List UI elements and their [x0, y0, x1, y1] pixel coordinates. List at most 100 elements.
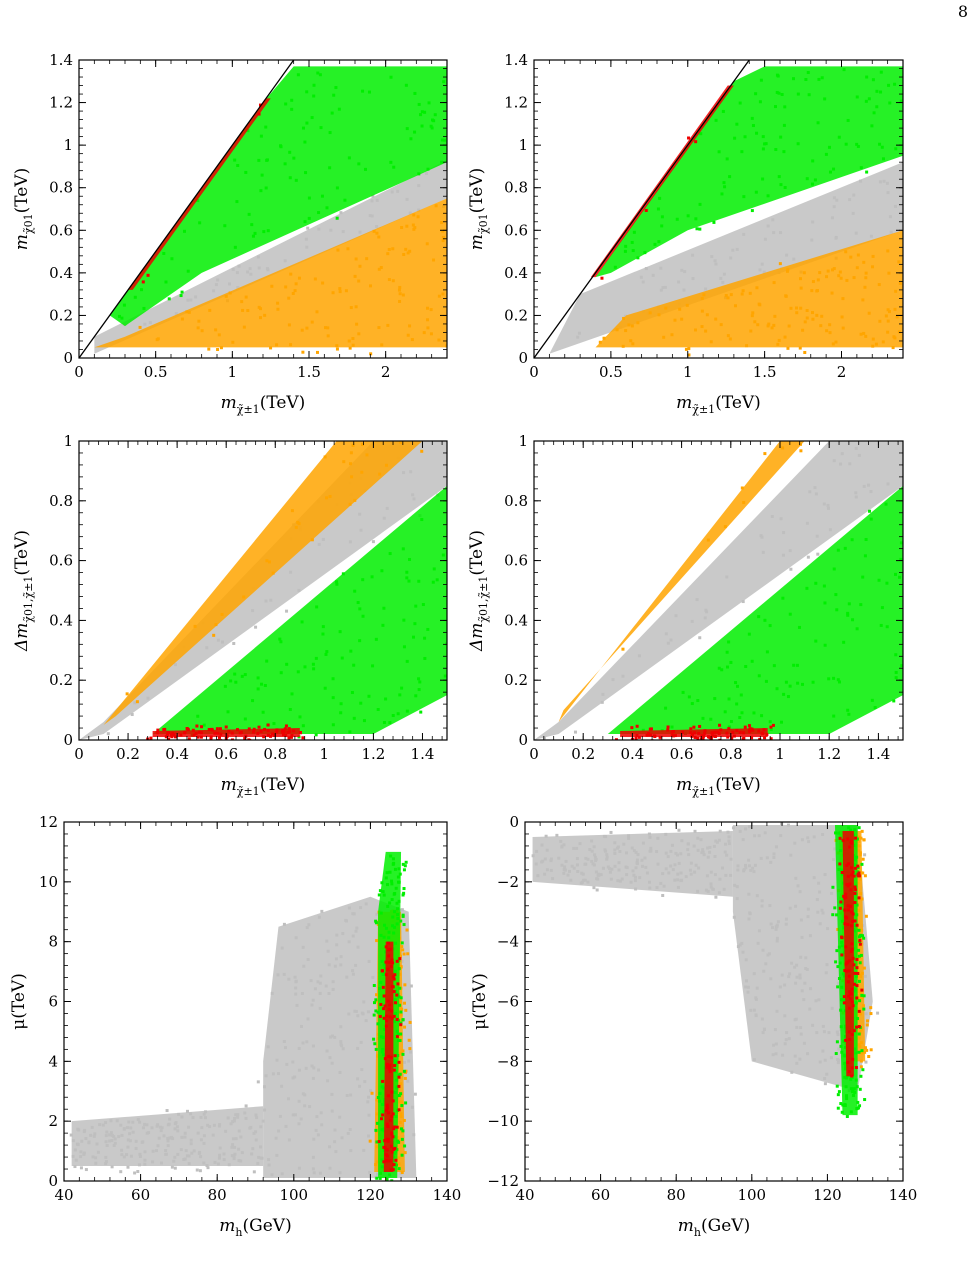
panel-top-left: 0 0.5 1 1.5 200.20.40.60.811.21.4mχ̃±1(TeV)m… [12, 51, 448, 416]
scatter-point [399, 954, 403, 958]
scatter-point [839, 998, 843, 1002]
scatter-point [884, 502, 888, 506]
scatter-point [886, 319, 890, 323]
scatter-point [681, 690, 685, 694]
scatter-point [709, 885, 713, 889]
scatter-point [592, 886, 596, 890]
scatter-point [798, 890, 802, 894]
scatter-point [293, 1113, 297, 1117]
scatter-point [435, 578, 439, 582]
scatter-point [767, 322, 771, 326]
scatter-point [254, 625, 258, 629]
scatter-point [298, 731, 302, 735]
scatter-point [806, 907, 810, 911]
scatter-point [895, 315, 899, 319]
scatter-point [834, 960, 838, 964]
scatter-point [700, 297, 704, 301]
scatter-point [365, 453, 369, 457]
scatter-point [402, 471, 406, 475]
scatter-point [392, 977, 396, 981]
scatter-point [427, 101, 431, 105]
scatter-point [849, 1110, 853, 1114]
scatter-point [319, 974, 323, 978]
scatter-point [627, 834, 631, 838]
y-tick-label: 0.4 [49, 611, 73, 629]
scatter-point [594, 870, 598, 874]
scatter-point [406, 1079, 410, 1083]
scatter-point [864, 1060, 868, 1064]
scatter-point [106, 732, 110, 736]
scatter-point [861, 934, 865, 938]
scatter-point [853, 1047, 857, 1051]
scatter-point [740, 150, 744, 154]
scatter-point [569, 878, 573, 882]
scatter-point [840, 940, 844, 944]
scatter-point [857, 954, 861, 958]
scatter-point [127, 1120, 131, 1124]
scatter-point [237, 1159, 241, 1163]
scatter-point [774, 1052, 778, 1056]
x-tick-label: 0.4 [165, 745, 189, 763]
scatter-point [696, 889, 700, 893]
scatter-point [122, 1127, 126, 1131]
scatter-point [397, 995, 401, 999]
scatter-point [598, 340, 602, 344]
scatter-point [355, 322, 359, 326]
scatter-point [284, 1124, 288, 1128]
scatter-point [382, 963, 386, 967]
scatter-point [839, 276, 843, 280]
scatter-point [850, 873, 854, 877]
scatter-region-orange [94, 198, 447, 348]
scatter-point [693, 870, 697, 874]
x-tick-label: 140 [433, 1186, 462, 1204]
scatter-point [281, 730, 285, 734]
scatter-point [371, 664, 375, 668]
scatter-point [711, 734, 715, 738]
scatter-point [370, 214, 374, 218]
scatter-point [392, 1163, 396, 1167]
scatter-point [858, 938, 862, 942]
scatter-point [395, 1029, 399, 1033]
scatter-point [196, 735, 200, 739]
x-tick-label: 1 [683, 363, 693, 381]
x-tick-label: 140 [889, 1186, 918, 1204]
scatter-point [395, 1078, 399, 1082]
scatter-point [775, 936, 779, 940]
scatter-point [283, 162, 287, 166]
scatter-point [770, 515, 774, 519]
scatter-point [656, 862, 660, 866]
scatter-point [685, 303, 689, 307]
scatter-point [727, 727, 731, 731]
scatter-point [399, 1114, 403, 1118]
scatter-point [73, 1148, 77, 1152]
scatter-point [726, 735, 730, 739]
scatter-point [793, 841, 797, 845]
scatter-point [212, 1123, 216, 1127]
scatter-point [714, 118, 718, 122]
scatter-point [399, 1112, 403, 1116]
scatter-point [708, 845, 712, 849]
scatter-point [126, 1138, 130, 1142]
scatter-point [693, 829, 697, 833]
scatter-point [134, 1146, 138, 1150]
scatter-point [789, 306, 793, 310]
scatter-point [257, 112, 261, 116]
scatter-point [590, 849, 594, 853]
scatter-point [689, 861, 693, 865]
scatter-point [575, 857, 579, 861]
scatter-point [400, 1137, 404, 1141]
scatter-point [814, 581, 818, 585]
scatter-point [592, 863, 596, 867]
scatter-point [343, 198, 347, 202]
scatter-point [402, 891, 406, 895]
scatter-point [349, 649, 353, 653]
scatter-point [386, 1124, 390, 1128]
scatter-point [401, 1018, 405, 1022]
scatter-point [257, 1155, 261, 1159]
scatter-point [841, 297, 845, 301]
scatter-point [217, 1124, 221, 1128]
scatter-point [348, 730, 352, 734]
scatter-point [752, 870, 756, 874]
scatter-point [765, 732, 769, 736]
scatter-point [886, 191, 890, 195]
